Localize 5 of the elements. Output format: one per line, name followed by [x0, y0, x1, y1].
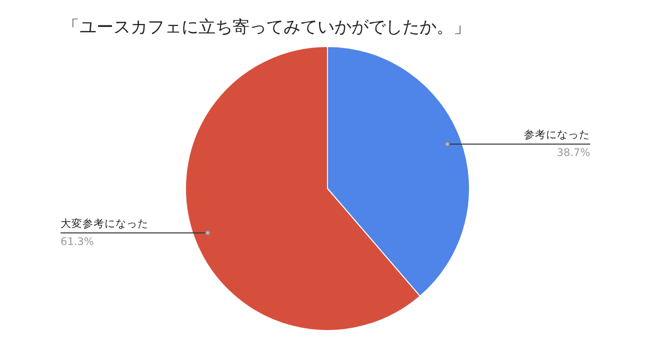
chart-title: 「ユースカフェに立ち寄ってみていかがでしたか。」: [62, 18, 470, 38]
slice-label: 参考になった: [524, 128, 590, 142]
data-label: 61.3%: [60, 236, 94, 248]
slice-label: 大変参考になった: [60, 216, 149, 230]
data-label: 38.7%: [556, 147, 590, 160]
